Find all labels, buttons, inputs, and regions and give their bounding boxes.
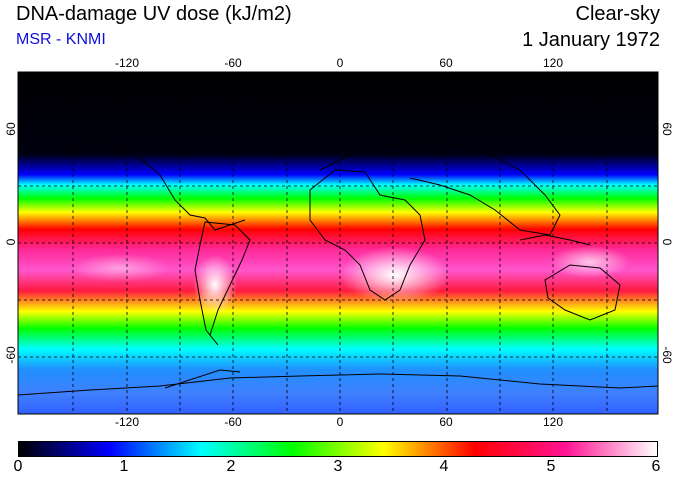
lon-tick-top: 0 bbox=[336, 56, 344, 70]
colorbar bbox=[18, 441, 658, 457]
date-label: 1 January 1972 bbox=[522, 29, 660, 51]
map-title: DNA-damage UV dose (kJ/m2) bbox=[16, 3, 292, 25]
lon-tick-bottom: -60 bbox=[224, 415, 242, 429]
sky-condition-label: Clear-sky bbox=[575, 3, 660, 25]
colorbar-tick: 6 bbox=[651, 458, 661, 475]
lon-tick-bottom: 0 bbox=[336, 415, 344, 429]
australia-coast bbox=[544, 264, 621, 321]
lon-tick-top: -60 bbox=[224, 56, 242, 70]
indonesia-coast bbox=[519, 234, 591, 246]
lon-tick-top: 120 bbox=[542, 56, 564, 70]
africa-coast bbox=[309, 169, 426, 301]
colorbar-tick: 3 bbox=[333, 458, 343, 475]
lon-tick-bottom: -120 bbox=[114, 415, 140, 429]
graticule bbox=[18, 72, 658, 414]
high-dose-pacific bbox=[70, 254, 170, 282]
lon-tick-bottom: 120 bbox=[542, 415, 564, 429]
high-dose-africa bbox=[340, 247, 450, 303]
colorbar-tick: 1 bbox=[119, 458, 129, 475]
lon-tick-bottom: 60 bbox=[439, 415, 453, 429]
colorbar-tick: 0 bbox=[13, 458, 23, 475]
north-america-coast bbox=[59, 139, 246, 231]
antarctic-peninsula bbox=[164, 369, 241, 389]
uv-dose-map bbox=[17, 71, 659, 415]
colorbar-tick: 4 bbox=[439, 458, 449, 475]
colorbar-tick: 5 bbox=[546, 458, 556, 475]
south-america-coast bbox=[194, 221, 251, 346]
source-label: MSR - KNMI bbox=[16, 31, 106, 48]
colorbar-tick: 2 bbox=[226, 458, 236, 475]
lon-tick-top: 60 bbox=[439, 56, 453, 70]
map-frame bbox=[17, 71, 659, 415]
high-dose-australia bbox=[550, 246, 630, 278]
lon-tick-top: -120 bbox=[114, 56, 140, 70]
eurasia-coast bbox=[319, 139, 561, 236]
